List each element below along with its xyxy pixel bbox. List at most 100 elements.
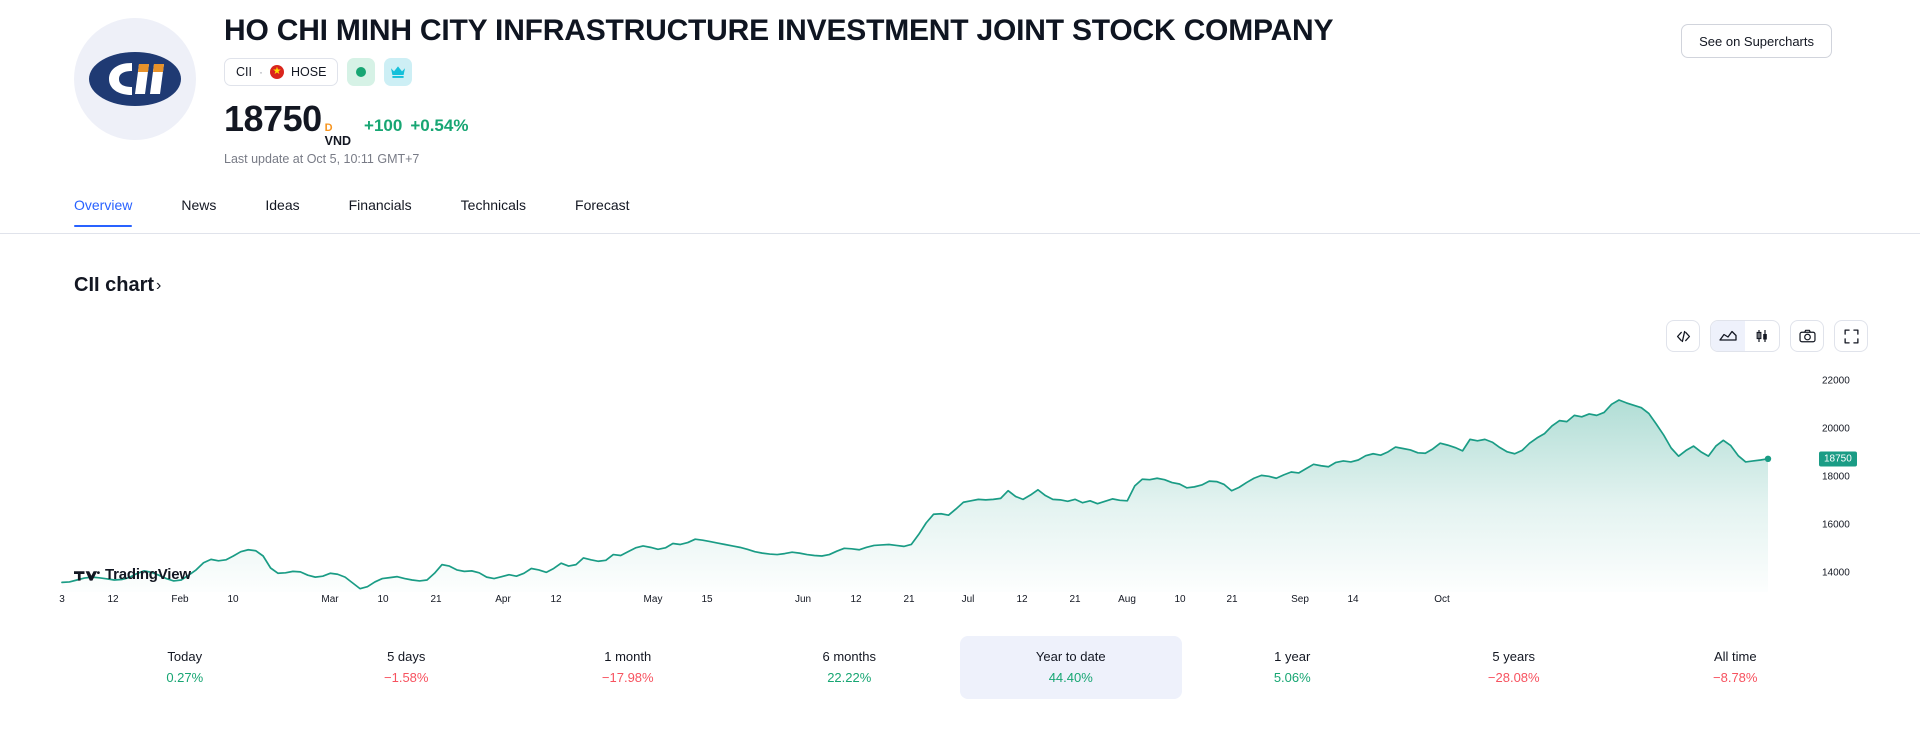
- x-axis-tick: 10: [1174, 594, 1186, 605]
- exchange-name: HOSE: [290, 65, 327, 79]
- chart-toolbar: [1666, 320, 1868, 352]
- x-axis-tick: 21: [1226, 594, 1238, 605]
- y-axis-tick: 20000: [1822, 423, 1850, 435]
- x-axis-tick: Oct: [1434, 594, 1450, 605]
- tradingview-label: TradingView: [105, 566, 191, 583]
- chart-title-link[interactable]: CII chart ›: [74, 274, 161, 297]
- x-axis-tick: 12: [550, 594, 562, 605]
- tradingview-attribution: TradingView: [74, 566, 191, 583]
- x-axis-tick: 15: [701, 594, 713, 605]
- company-logo: [74, 18, 196, 140]
- period-6-months[interactable]: 6 months 22.22%: [739, 636, 961, 699]
- x-axis-tick: Mar: [321, 594, 339, 605]
- period-value: −8.78%: [1713, 670, 1758, 685]
- tab-forecast[interactable]: Forecast: [575, 197, 630, 213]
- period-label: 5 years: [1492, 649, 1536, 664]
- candlestick-chart-icon[interactable]: [1745, 321, 1779, 351]
- y-axis-tick: 22000: [1822, 375, 1850, 387]
- period-label: Today: [167, 649, 203, 664]
- period-year-to-date[interactable]: Year to date 44.40%: [960, 636, 1182, 699]
- x-axis-tick: 21: [1069, 594, 1081, 605]
- period-value: 0.27%: [166, 670, 204, 685]
- header-main: HO CHI MINH CITY INFRASTRUCTURE INVESTME…: [224, 14, 1694, 166]
- page-header: HO CHI MINH CITY INFRASTRUCTURE INVESTME…: [0, 0, 1920, 166]
- price-superscript: D VND: [325, 123, 351, 148]
- tab-technicals[interactable]: Technicals: [460, 197, 527, 213]
- ticker-exchange-chip[interactable]: CII · ★ HOSE: [224, 58, 339, 86]
- page-title: HO CHI MINH CITY INFRASTRUCTURE INVESTME…: [224, 14, 1334, 47]
- chip-separator: ·: [258, 65, 263, 79]
- period-value: −17.98%: [601, 670, 654, 685]
- x-axis-tick: Apr: [495, 594, 511, 605]
- camera-snapshot-icon[interactable]: [1790, 320, 1824, 352]
- currency-label: VND: [324, 134, 352, 148]
- x-axis-tick: Jul: [961, 594, 975, 605]
- x-axis-tick: Feb: [171, 594, 189, 605]
- tab-news[interactable]: News: [181, 197, 217, 213]
- tab-ideas[interactable]: Ideas: [265, 197, 300, 213]
- period-1-year[interactable]: 1 year 5.06%: [1182, 636, 1404, 699]
- period-value: 5.06%: [1273, 670, 1311, 685]
- y-axis-tick: 14000: [1822, 567, 1850, 579]
- period-today[interactable]: Today 0.27%: [74, 636, 296, 699]
- price-change-absolute: +100: [364, 116, 403, 135]
- period-label: Year to date: [1035, 649, 1106, 664]
- chart-title-text: CII chart: [74, 274, 155, 296]
- market-status-badge[interactable]: [347, 58, 376, 86]
- period-5-days[interactable]: 5 days −1.58%: [296, 636, 518, 699]
- tradingview-logo-icon: [74, 570, 100, 581]
- period-1-month[interactable]: 1 month −17.98%: [517, 636, 739, 699]
- current-price: 18750: [224, 98, 322, 139]
- period-label: 5 days: [387, 649, 426, 664]
- x-axis-tick: 12: [1016, 594, 1028, 605]
- period-label: 1 year: [1274, 649, 1311, 664]
- x-axis-tick: 14: [1347, 594, 1359, 605]
- chart-x-axis: 3 12 Feb 10 Mar 10 21 Apr 12 May 15 Jun 12 21 Jul 12 21 A…: [0, 594, 1920, 610]
- premium-badge[interactable]: [384, 58, 413, 86]
- tab-financials[interactable]: Financials: [348, 197, 412, 213]
- period-all-time[interactable]: All time −8.78%: [1625, 636, 1847, 699]
- x-axis-tick: 12: [850, 594, 862, 605]
- chart-y-axis: 22000 20000 18000 16000 14000 18750: [1819, 352, 1920, 592]
- x-axis-tick: 21: [430, 594, 442, 605]
- period-value: 22.22%: [827, 670, 872, 685]
- period-5-years[interactable]: 5 years −28.08%: [1403, 636, 1625, 699]
- x-axis-tick: 12: [107, 594, 119, 605]
- chart-type-toggle-group: [1710, 320, 1780, 352]
- price-chart[interactable]: [0, 352, 1920, 592]
- x-axis-tick: 21: [903, 594, 915, 605]
- nav-tabs: Overview News Ideas Financials Technical…: [0, 197, 1920, 234]
- embed-code-icon[interactable]: [1666, 320, 1700, 352]
- interval-label: D: [324, 122, 333, 134]
- fullscreen-icon[interactable]: [1834, 320, 1868, 352]
- price-change-percent: +0.54%: [410, 116, 469, 135]
- last-update-text: Last update at Oct 5, 10:11 GMT+7: [224, 151, 420, 166]
- period-label: 6 months: [822, 649, 876, 664]
- period-value: −28.08%: [1487, 670, 1540, 685]
- x-axis-tick: 3: [59, 594, 65, 605]
- period-label: 1 month: [604, 649, 652, 664]
- period-label: All time: [1713, 649, 1757, 664]
- x-axis-tick: May: [643, 594, 663, 605]
- market-open-dot-icon: [356, 67, 367, 77]
- vietnam-flag-icon: ★: [269, 65, 284, 79]
- chevron-right-icon: ›: [156, 276, 162, 294]
- y-axis-tick: 16000: [1822, 519, 1850, 531]
- area-chart-icon[interactable]: [1711, 321, 1745, 351]
- period-performance-row: Today 0.27% 5 days −1.58% 1 month −17.98% 6 mo…: [74, 636, 1846, 699]
- x-axis-tick: 10: [377, 594, 389, 605]
- current-price-badge: 18750: [1819, 451, 1857, 467]
- see-on-supercharts-button[interactable]: See on Supercharts: [1681, 24, 1832, 58]
- x-axis-tick: Sep: [1291, 594, 1309, 605]
- tab-overview[interactable]: Overview: [74, 197, 133, 227]
- x-axis-tick: Jun: [794, 594, 812, 605]
- ticker-symbol: CII: [236, 65, 252, 79]
- period-value: −1.58%: [384, 670, 429, 685]
- x-axis-tick: Aug: [1118, 594, 1136, 605]
- price-row: 18750 D VND +100 +0.54%: [224, 98, 1694, 148]
- period-value: 44.40%: [1048, 670, 1093, 685]
- ticker-meta-row: CII · ★ HOSE: [224, 58, 1694, 86]
- crown-icon: [391, 66, 406, 78]
- x-axis-tick: 10: [227, 594, 239, 605]
